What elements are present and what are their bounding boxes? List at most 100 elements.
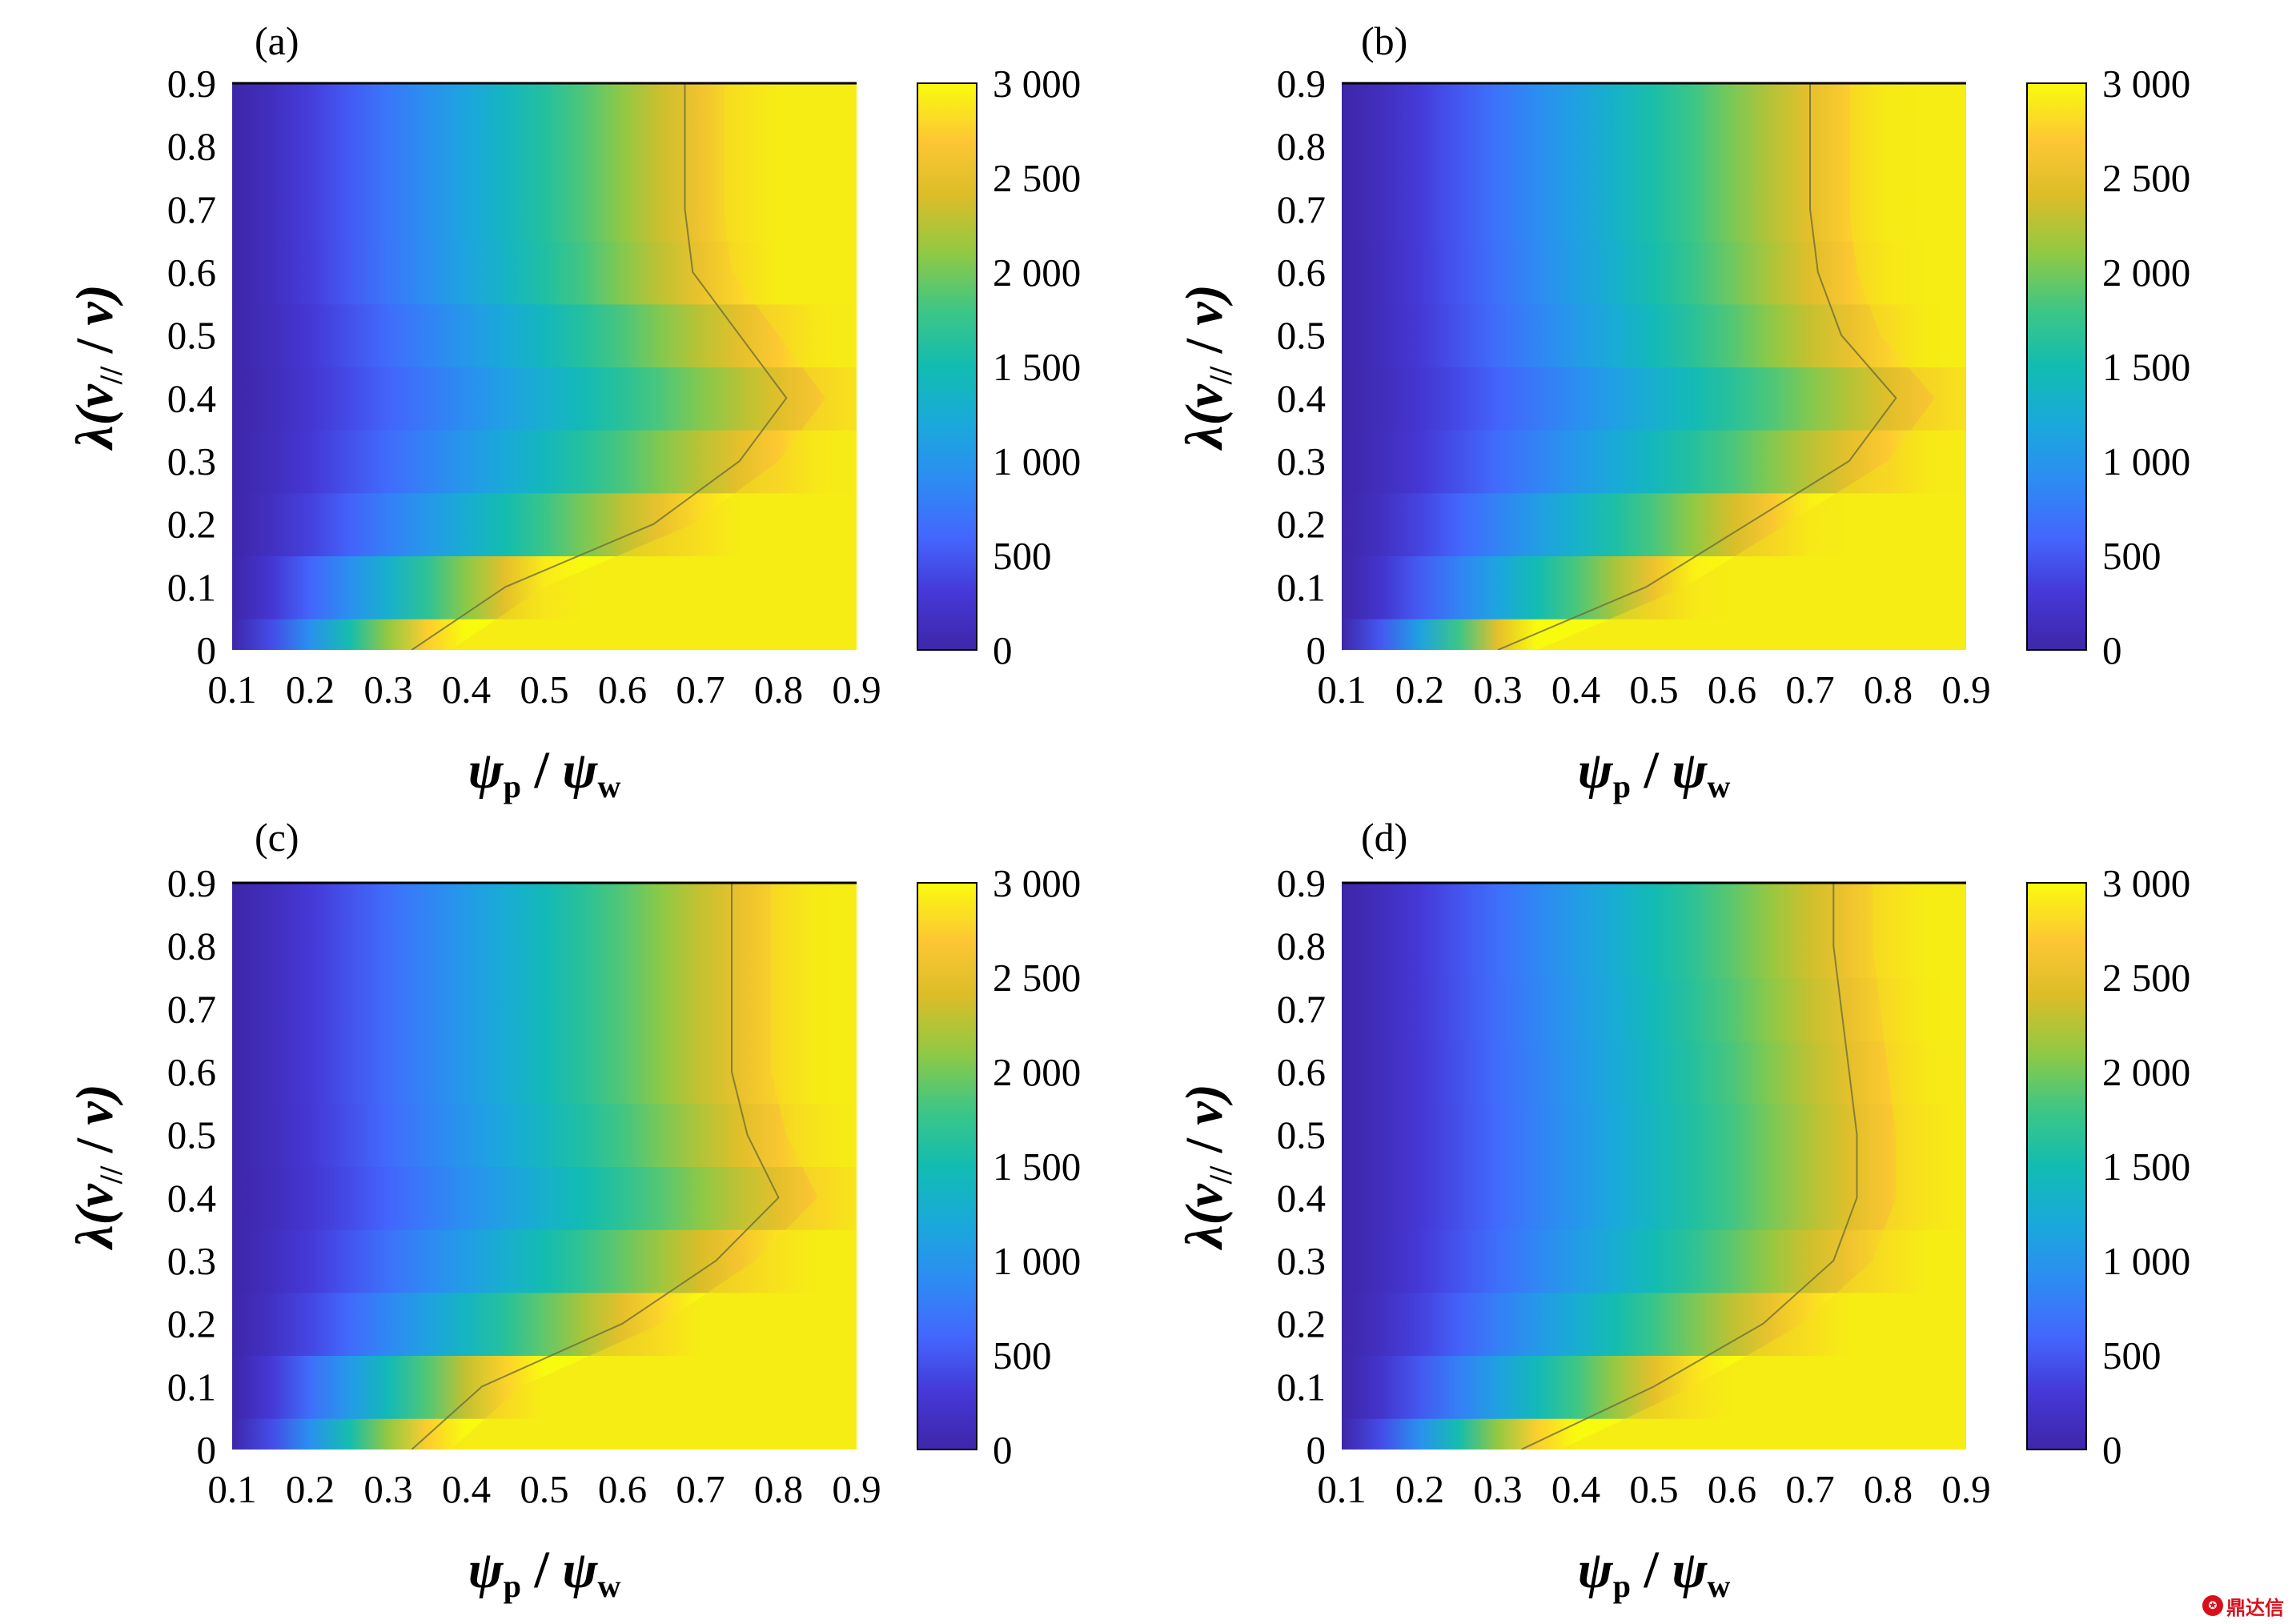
y-tick-label: 0.6 [1277, 251, 1326, 295]
colorbar-tick-label: 0 [993, 1428, 1013, 1472]
x-tick-label: 0.4 [1551, 668, 1600, 712]
y-tick-label: 0 [197, 628, 217, 672]
colorbar-tick-label: 0 [2102, 1428, 2122, 1472]
x-tick-label: 0.7 [1785, 1467, 1834, 1511]
y-tick-label: 0.8 [167, 125, 216, 169]
colorbar-tick-label: 1 500 [2102, 345, 2190, 389]
x-tick-label: 0.9 [1941, 668, 1990, 712]
heatmap-row [232, 883, 857, 916]
x-axis-title: ψp / ψw [468, 1541, 621, 1604]
x-tick-label: 0.6 [598, 1467, 647, 1511]
chart-panel-a: 0.1 0.2 0.3 0.4 0.5 0.6 0.7 0.8 0.900.10.20.30.4… [66, 18, 1081, 804]
y-axis-title: λ(v// / v) [1175, 284, 1238, 451]
heatmap [232, 883, 857, 1450]
colorbar [917, 882, 977, 1450]
y-tick-label: 0.2 [167, 503, 216, 547]
colorbar [2026, 82, 2087, 651]
x-tick-label: 0.6 [1708, 668, 1756, 712]
colorbar-tick-label: 500 [2102, 534, 2162, 578]
panel-label: (d) [1361, 815, 1407, 860]
y-tick-label: 0.6 [167, 1050, 216, 1094]
heatmap-row [232, 1103, 857, 1167]
y-tick-label: 0.5 [167, 1113, 216, 1157]
watermark-text: 鼎达信 [2226, 1596, 2284, 1619]
x-tick-label: 0.7 [676, 1467, 725, 1511]
x-tick-label: 0.4 [1551, 1467, 1600, 1511]
y-tick-label: 0.8 [1277, 125, 1326, 169]
x-tick-label: 0.3 [1473, 668, 1522, 712]
colorbar-tick-label: 500 [993, 1333, 1052, 1377]
colorbar-tick-label: 500 [2102, 1333, 2162, 1377]
colorbar-tick-label: 1 000 [993, 439, 1081, 483]
y-tick-label: 0.2 [1277, 1302, 1326, 1346]
watermark: ✪ 鼎达信 [2202, 1592, 2284, 1619]
heatmap-row [232, 367, 857, 431]
y-tick-label: 0.6 [167, 251, 216, 295]
chart-panel-b: 0.1 0.2 0.3 0.4 0.5 0.6 0.7 0.8 0.900.10.20.30.4… [1175, 18, 2190, 804]
x-tick-label: 0.2 [286, 1467, 335, 1511]
y-tick-label: 0.3 [167, 439, 216, 483]
heatmap-row [1342, 1166, 1966, 1230]
y-axis-title: λ(v// / v) [66, 284, 129, 451]
x-tick-label: 0.3 [1473, 1467, 1522, 1511]
chart-panel-c: 0.1 0.2 0.3 0.4 0.5 0.6 0.7 0.8 0.900.10.20.30.4… [66, 815, 1081, 1604]
y-tick-label: 0.1 [1277, 565, 1326, 609]
y-tick-label: 0.5 [167, 314, 216, 358]
colorbar-tick-label: 2 500 [993, 156, 1081, 200]
colorbar-tick-label: 3 000 [993, 62, 1081, 106]
y-tick-label: 0.9 [1277, 861, 1326, 905]
contour-line [411, 83, 788, 650]
colorbar-tick-label: 1 500 [993, 345, 1081, 389]
y-tick-label: 0.9 [167, 861, 216, 905]
heatmap-row [1342, 367, 1966, 431]
heatmap-row [1342, 883, 1966, 916]
heatmap-row [232, 914, 857, 978]
colorbar-tick-label: 3 000 [2102, 861, 2190, 905]
heatmap-row [1342, 1040, 1966, 1105]
heatmap-row [232, 1040, 857, 1105]
y-tick-label: 0.4 [167, 376, 216, 420]
x-tick-label: 0.3 [363, 1467, 412, 1511]
x-tick-label: 0.7 [1785, 668, 1834, 712]
colorbar-tick-label: 500 [993, 534, 1052, 578]
x-axis-title: ψp / ψw [468, 741, 621, 804]
x-tick-label: 0.4 [442, 668, 491, 712]
heatmap [1342, 83, 1966, 650]
y-tick-label: 0.1 [167, 565, 216, 609]
colorbar [917, 82, 977, 651]
heatmap-row [232, 1166, 857, 1230]
y-tick-label: 0.9 [167, 62, 216, 106]
panel-label: (a) [255, 18, 299, 63]
y-tick-label: 0.9 [1277, 62, 1326, 106]
x-tick-label: 0.8 [754, 1467, 803, 1511]
colorbar-tick-label: 0 [2102, 628, 2122, 672]
y-tick-label: 0.3 [167, 1239, 216, 1283]
x-tick-label: 0.1 [207, 1467, 256, 1511]
colorbar-tick-label: 0 [993, 628, 1013, 672]
y-tick-label: 0.8 [167, 924, 216, 968]
y-tick-label: 0.5 [1277, 314, 1326, 358]
colorbar-tick-label: 1 500 [2102, 1145, 2190, 1189]
x-tick-label: 0.9 [1941, 1467, 1990, 1511]
x-tick-label: 0.2 [286, 668, 335, 712]
y-tick-label: 0.7 [167, 187, 216, 231]
y-tick-label: 0.4 [167, 1176, 216, 1220]
y-tick-label: 0.3 [1277, 1239, 1326, 1283]
x-tick-label: 0.6 [1708, 1467, 1756, 1511]
y-tick-label: 0 [1307, 1428, 1327, 1472]
heatmap-row [232, 303, 857, 367]
high-value-region [1560, 883, 1966, 1450]
heatmap-row [1342, 914, 1966, 978]
colorbar-tick-label: 1 500 [993, 1145, 1081, 1189]
y-tick-label: 0.2 [167, 1302, 216, 1346]
contour-line [1520, 883, 1858, 1450]
high-value-region [451, 83, 857, 650]
y-tick-label: 0.3 [1277, 439, 1326, 483]
y-tick-label: 0.2 [1277, 503, 1326, 547]
contour-line [411, 883, 780, 1450]
colorbar-tick-label: 2 000 [2102, 1050, 2190, 1094]
colorbar [2026, 882, 2087, 1450]
colorbar-tick-label: 2 000 [993, 251, 1081, 295]
x-tick-label: 0.9 [832, 668, 881, 712]
